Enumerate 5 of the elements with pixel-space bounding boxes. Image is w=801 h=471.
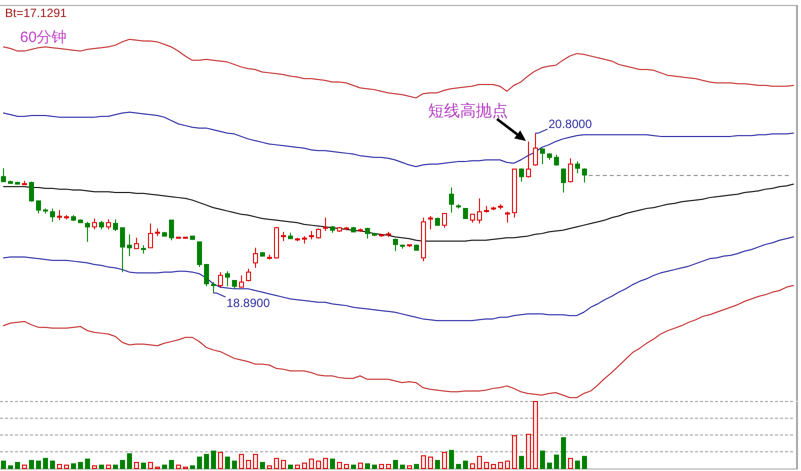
- subtitle: Bt=17.1291: [5, 6, 67, 20]
- annotation: 18.8900: [226, 296, 270, 310]
- title: 60分钟: [20, 29, 67, 46]
- annotation: 短线高抛点: [428, 103, 508, 120]
- annotation: 20.8000: [548, 117, 592, 132]
